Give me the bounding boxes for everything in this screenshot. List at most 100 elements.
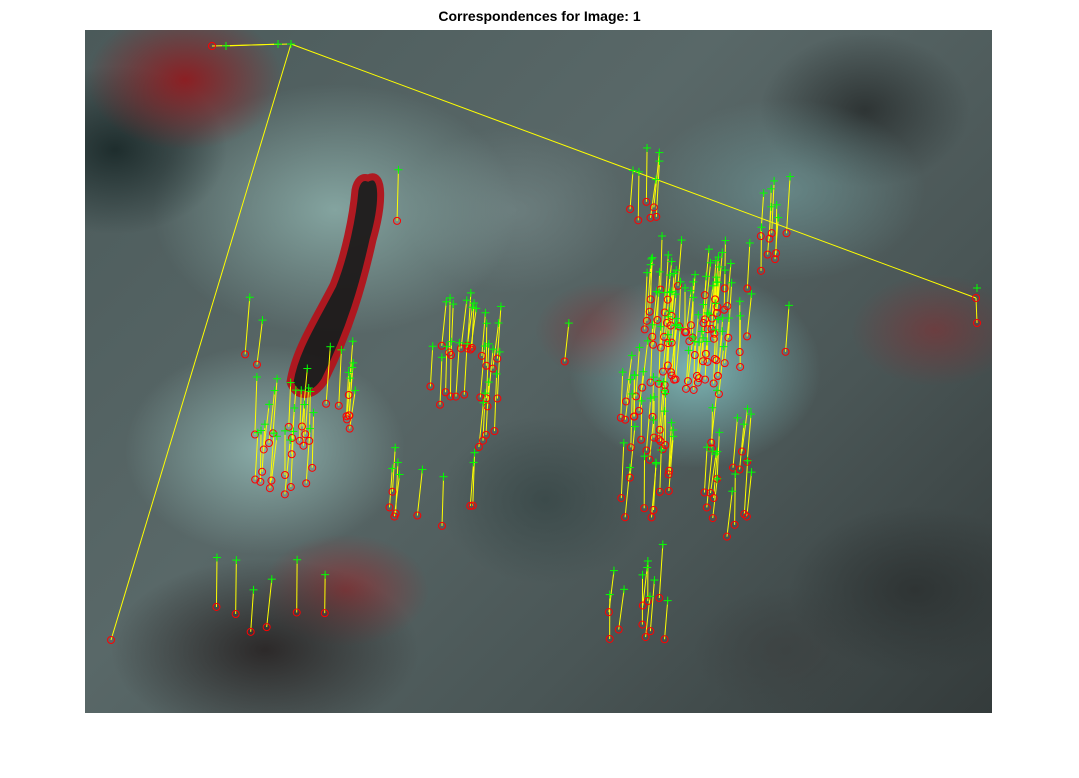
match-line [734, 474, 736, 525]
plus-marker [665, 271, 674, 280]
plus-marker [669, 426, 678, 435]
plus-marker [650, 576, 659, 585]
circle-marker [973, 319, 981, 327]
plus-marker [647, 254, 656, 263]
match-line [259, 430, 262, 482]
match-line [441, 476, 445, 526]
plus-marker [672, 314, 681, 323]
circle-marker [436, 400, 445, 409]
circle-marker [724, 333, 733, 342]
circle-marker [604, 608, 613, 617]
plus-marker [437, 353, 446, 362]
plus-marker [733, 413, 742, 422]
plus-marker [309, 408, 318, 417]
circle-marker [286, 482, 295, 491]
plus-marker [656, 322, 665, 331]
plus-marker [306, 387, 315, 396]
plus-marker [290, 403, 299, 412]
plus-marker [449, 300, 458, 309]
circle-marker [693, 378, 702, 387]
circle-marker [663, 339, 672, 348]
circle-marker [648, 332, 657, 341]
plus-marker [495, 347, 504, 356]
plus-marker [326, 342, 335, 351]
circle-marker [626, 443, 635, 452]
plus-marker [479, 398, 488, 407]
circle-marker [212, 602, 221, 611]
circle-marker [322, 399, 331, 408]
plus-marker [638, 570, 647, 579]
plus-marker [348, 363, 357, 372]
plus-marker [489, 345, 498, 354]
plus-marker [649, 416, 658, 425]
circle-marker [265, 484, 274, 493]
plus-marker [393, 458, 402, 467]
plus-marker [660, 407, 669, 416]
plus-marker [293, 555, 302, 564]
match-line [641, 340, 649, 388]
plus-marker [652, 287, 661, 296]
circle-marker [709, 334, 718, 343]
match-line [716, 432, 720, 479]
match-line [727, 282, 733, 338]
circle-marker [640, 504, 649, 513]
plus-marker [724, 314, 733, 323]
plus-marker [695, 338, 704, 347]
circle-marker [665, 466, 674, 475]
circle-marker [660, 635, 669, 644]
plus-marker [676, 323, 685, 332]
match-line [635, 347, 640, 397]
match-line [630, 393, 633, 448]
plus-marker [702, 337, 711, 346]
match-line [668, 422, 672, 475]
match-line [746, 242, 751, 289]
circle-marker [649, 433, 658, 442]
match-line [460, 300, 468, 349]
circle-marker [641, 633, 650, 642]
match-line [718, 346, 725, 395]
current-points [212, 40, 981, 605]
match-line [741, 408, 749, 452]
circle-marker [345, 424, 354, 433]
plus-marker [703, 308, 712, 317]
match-line [256, 320, 263, 365]
plus-marker [232, 556, 241, 565]
plus-marker [303, 364, 312, 373]
match-line [270, 436, 278, 481]
circle-marker [344, 390, 353, 399]
circle-marker [284, 422, 293, 431]
sea-cucumber-shape [286, 173, 385, 398]
plus-marker [687, 286, 696, 295]
circle-marker [689, 385, 698, 394]
match-line [713, 451, 718, 499]
match-line [678, 281, 682, 327]
plus-marker [736, 311, 745, 320]
circle-marker [720, 284, 729, 293]
match-line [694, 314, 699, 356]
match-line [325, 346, 331, 404]
circle-marker [246, 627, 255, 636]
circle-marker [466, 501, 475, 510]
plus-marker [659, 377, 668, 386]
plus-marker [759, 189, 768, 198]
plus-marker [481, 308, 490, 317]
circle-marker [334, 401, 343, 410]
match-line [726, 263, 732, 307]
match-line [250, 589, 255, 632]
plus-marker [657, 445, 666, 454]
plus-marker [260, 420, 269, 429]
circle-marker [295, 436, 304, 445]
plus-marker [472, 304, 481, 313]
circle-marker [694, 374, 703, 383]
plus-marker [743, 404, 752, 413]
plus-marker [705, 310, 714, 319]
plus-marker [643, 336, 652, 345]
circle-marker [662, 318, 671, 327]
plus-marker [711, 325, 720, 334]
circle-marker [738, 447, 747, 456]
plus-marker [658, 540, 667, 549]
plus-marker [735, 297, 744, 306]
plus-marker [689, 277, 698, 286]
plus-marker [273, 374, 282, 383]
circle-marker [308, 463, 317, 472]
